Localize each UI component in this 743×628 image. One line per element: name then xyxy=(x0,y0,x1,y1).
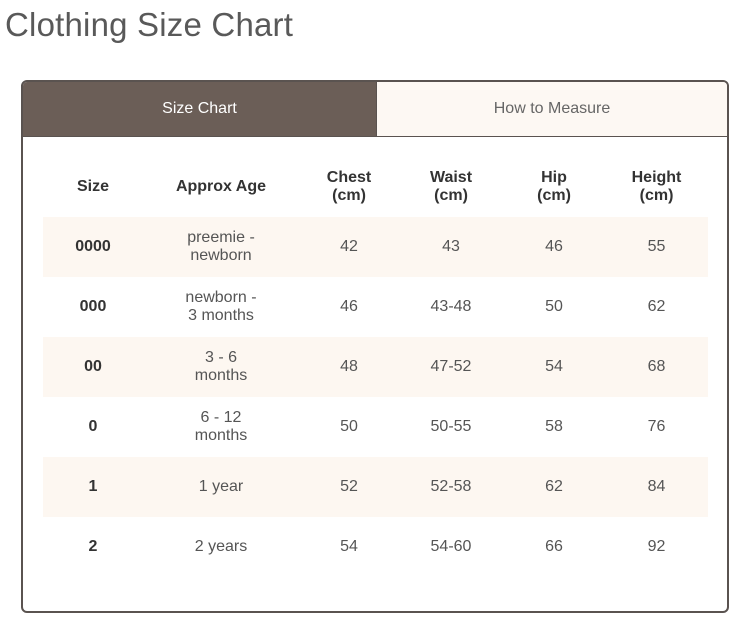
table-row: 2 2 years 54 54-60 66 92 xyxy=(43,517,708,577)
size-cell: 00 xyxy=(43,337,143,397)
table-cell: 52-58 xyxy=(399,457,503,517)
table-row: 0 6 - 12 months 50 50-55 58 76 xyxy=(43,397,708,457)
table-cell: 54 xyxy=(340,538,358,555)
table-cell: 3 - 6 months xyxy=(143,337,299,397)
table-cell: 46 xyxy=(340,298,358,315)
table-cell: 55 xyxy=(605,217,708,277)
table-row: 00 3 - 6 months 48 47-52 54 68 xyxy=(43,337,708,397)
size-cell: 1 xyxy=(43,457,143,517)
size-cell: 2 xyxy=(88,538,98,555)
table-cell: 50 xyxy=(545,298,563,315)
table-cell: 68 xyxy=(605,337,708,397)
table-cell: 84 xyxy=(605,457,708,517)
column-header: Approx Age xyxy=(175,178,267,195)
column-header: Height (cm) xyxy=(631,169,682,204)
size-cell: 0 xyxy=(88,418,98,435)
table-cell: 66 xyxy=(545,538,563,555)
table-cell: 1 year xyxy=(143,457,299,517)
table-cell: 58 xyxy=(545,418,563,435)
size-chart-card: Size Chart How to Measure Size Approx Age… xyxy=(21,80,729,613)
table-cell: 62 xyxy=(503,457,605,517)
column-header: Chest (cm) xyxy=(326,169,372,204)
table-cell: preemie - newborn xyxy=(143,217,299,277)
header-row: Size Approx Age Chest (cm) Waist (cm) Hip (c… xyxy=(43,157,708,217)
table-cell: 2 years xyxy=(194,538,248,555)
table-cell: 50 xyxy=(340,418,358,435)
column-header: Waist (cm) xyxy=(429,169,473,204)
table-cell: 76 xyxy=(647,418,666,435)
table-head: Size Approx Age Chest (cm) Waist (cm) Hip (c… xyxy=(43,157,708,217)
size-cell: 0000 xyxy=(43,217,143,277)
page-title: Clothing Size Chart xyxy=(5,6,294,43)
table-cell: 6 - 12 months xyxy=(194,409,248,444)
table-cell: 54-60 xyxy=(430,538,472,555)
table-row: 000 newborn - 3 months 46 43-48 50 62 xyxy=(43,277,708,337)
column-header: Size xyxy=(76,178,109,195)
table-cell: 48 xyxy=(299,337,399,397)
table-cell: 92 xyxy=(647,538,666,555)
tab-size-chart[interactable]: Size Chart xyxy=(23,82,376,136)
table-cell: 42 xyxy=(299,217,399,277)
table-body: 0000 preemie - newborn 42 43 46 55 000 newborn … xyxy=(43,217,708,577)
table-cell: 47-52 xyxy=(399,337,503,397)
table-cell: 50-55 xyxy=(430,418,472,435)
table-cell: 52 xyxy=(299,457,399,517)
size-table: Size Approx Age Chest (cm) Waist (cm) Hip (c… xyxy=(43,157,708,577)
tab-how-to-measure[interactable]: How to Measure xyxy=(376,82,727,136)
table-cell: newborn - 3 months xyxy=(185,289,257,324)
table-cell: 43 xyxy=(399,217,503,277)
table-cell: 43-48 xyxy=(430,298,472,315)
size-cell: 000 xyxy=(79,298,107,315)
column-header: Hip (cm) xyxy=(537,169,571,204)
table-cell: 54 xyxy=(503,337,605,397)
tab-bar: Size Chart How to Measure xyxy=(23,82,727,137)
table-row: 0000 preemie - newborn 42 43 46 55 xyxy=(43,217,708,277)
table-cell: 46 xyxy=(503,217,605,277)
table-cell: 62 xyxy=(647,298,666,315)
